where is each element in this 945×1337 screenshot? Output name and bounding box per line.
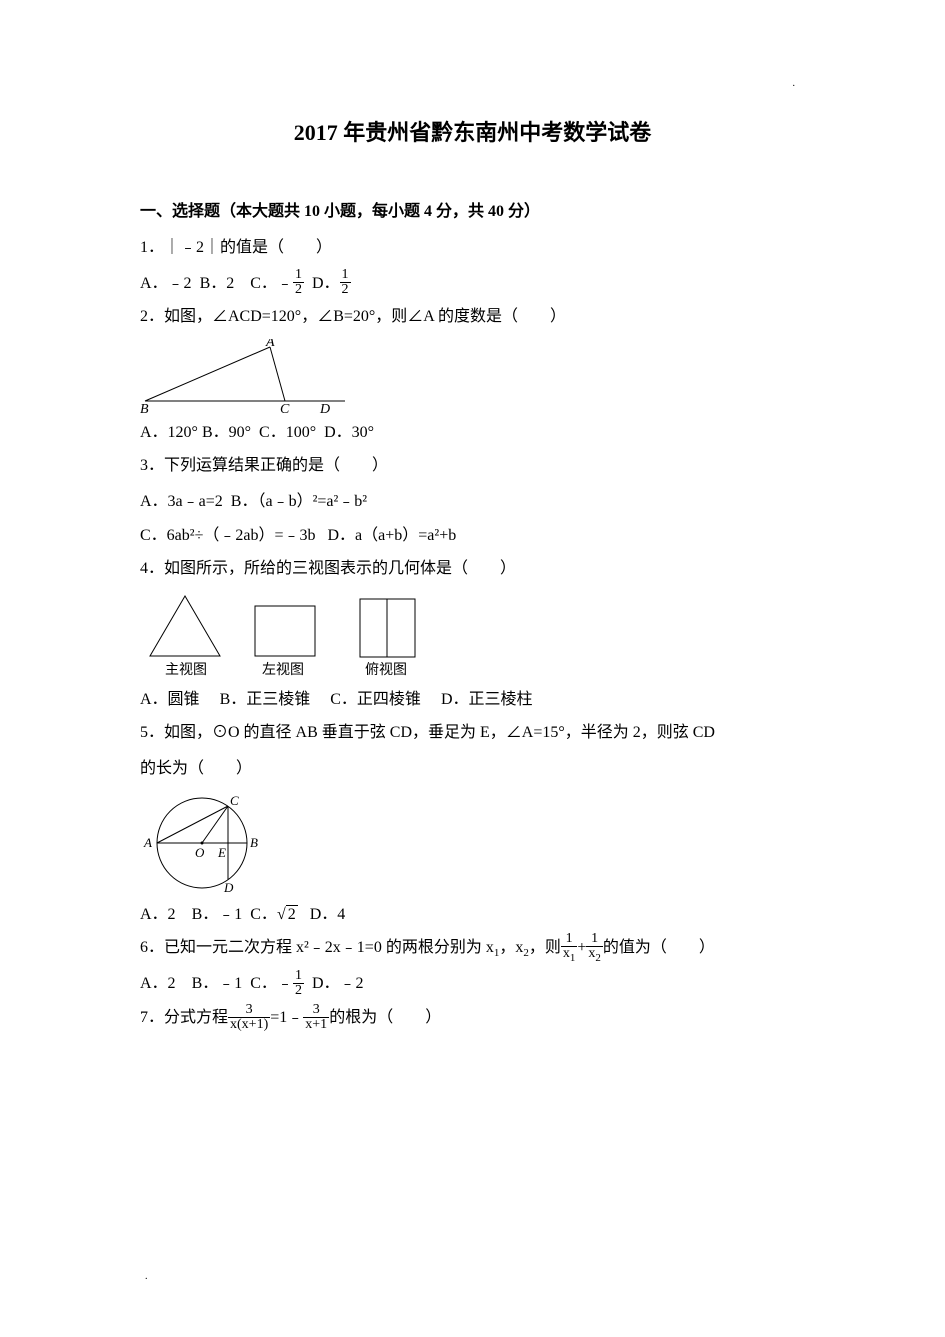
fraction-icon: 12 [293,969,304,998]
q5-opt-b: B．﹣1 [192,906,243,923]
q2-figure: A B C D [140,339,805,414]
q2-opt-d: D．30° [324,424,374,441]
q6-opt-d: D．﹣2 [312,975,364,992]
q6-opt-c: C． [250,975,277,992]
svg-text:C: C [280,402,290,414]
svg-text:E: E [217,845,226,860]
q4-opt-b: B．正三棱锥 [220,691,311,708]
q3-opt-a: A．3a﹣a=2 [140,493,223,510]
q3-options-line1: A．3a﹣a=2 B．（a﹣b）²=a²﹣b² [140,485,805,519]
exam-title: 2017 年贵州省黔东南州中考数学试卷 [140,115,805,147]
q4-figure: 主视图 左视图 俯视图 [140,591,805,681]
q2-opt-a: A．120° [140,424,198,441]
q6-opt-b: B．﹣1 [192,975,243,992]
q4-opt-a: A．圆锥 [140,691,200,708]
q1-opt-b: B．2 [200,275,235,292]
q6-opt-a: A．2 [140,975,176,992]
page-mark-top: . [793,78,796,89]
q4-opt-d: D．正三棱柱 [441,691,533,708]
svg-text:A: A [265,339,275,350]
q4-opt-c: C．正四棱锥 [330,691,421,708]
fraction-icon: 12 [293,268,304,297]
triangle-diagram-icon: A B C D [140,339,350,414]
q7-stem-part-a: 7．分式方程 [140,1009,228,1026]
svg-text:主视图: 主视图 [165,662,207,678]
svg-text:C: C [230,793,239,808]
q4-options: A．圆锥 B．正三棱锥 C．正四棱锥 D．正三棱柱 [140,683,805,717]
q1-opt-a: A．﹣2 [140,275,192,292]
svg-text:A: A [143,835,152,850]
q3-opt-d: D．a（a+b）=a²+b [327,527,456,544]
q1-options: A．﹣2 B．2 C．﹣12 D．12 [140,267,805,301]
fraction-icon: 3x+1 [303,1003,329,1032]
q1-opt-d: D． [312,275,340,292]
q3-opt-b: B．（a﹣b）²=a²﹣b² [231,493,367,510]
fraction-icon: 1x1 [561,932,578,964]
svg-text:俯视图: 俯视图 [365,662,407,678]
circle-chord-icon: A B C D O E [140,791,275,896]
page-mark-bottom: . [145,1271,148,1282]
sqrt-icon: 2 [277,898,298,932]
q7-stem-part-b: =1﹣ [270,1009,303,1026]
q5-opt-a: A．2 [140,906,176,923]
q6-stem-part-d: 的值为（ ） [603,939,715,956]
q3-opt-c: C．6ab²÷（﹣2ab）=﹣3b [140,527,315,544]
q7-stem: 7．分式方程3x(x+1)=1﹣3x+1的根为（ ） [140,1001,805,1035]
q2-options: A．120° B．90° C．100° D．30° [140,416,805,450]
q5-opt-c: C． [250,906,277,923]
q2-stem: 2．如图，∠ACD=120°，∠B=20°，则∠A 的度数是（ ） [140,300,805,334]
q6-stem: 6．已知一元二次方程 x²﹣2x﹣1=0 的两根分别为 x1，x2，则1x1+1… [140,931,805,965]
fraction-icon: 12 [340,268,351,297]
q3-options-line2: C．6ab²÷（﹣2ab）=﹣3b D．a（a+b）=a²+b [140,519,805,553]
q7-stem-part-c: 的根为（ ） [329,1009,441,1026]
q4-stem: 4．如图所示，所给的三视图表示的几何体是（ ） [140,552,805,586]
svg-text:B: B [140,402,149,414]
q1-stem: 1．｜﹣2｜的值是（ ） [140,231,805,265]
three-views-icon: 主视图 左视图 俯视图 [140,591,450,681]
q3-stem: 3．下列运算结果正确的是（ ） [140,449,805,483]
q6-stem-part-a: 6．已知一元二次方程 x²﹣2x﹣1=0 的两根分别为 x [140,939,494,956]
q1-opt-c: C．﹣ [250,275,293,292]
svg-text:D: D [223,880,234,895]
q6-stem-part-c: ，则 [529,939,561,956]
svg-text:B: B [250,835,258,850]
q2-opt-c: C．100° [259,424,316,441]
q2-opt-b: B．90° [202,424,251,441]
section-1-header: 一、选择题（本大题共 10 小题，每小题 4 分，共 40 分） [140,197,805,221]
fraction-icon: 1x2 [586,932,603,964]
q5-options: A．2 B．﹣1 C．2 D．4 [140,898,805,932]
q6-stem-part-b: ，x [499,939,523,956]
fraction-icon: 3x(x+1) [228,1003,270,1032]
q6-options: A．2 B．﹣1 C．﹣12 D．﹣2 [140,967,805,1001]
q5-opt-d: D．4 [310,906,346,923]
svg-text:D: D [319,402,330,414]
q5-stem-a: 5．如图，⊙O 的直径 AB 垂直于弦 CD，垂足为 E，∠A=15°，半径为 … [140,716,805,750]
exam-page: . 2017 年贵州省黔东南州中考数学试卷 一、选择题（本大题共 10 小题，每… [0,0,945,1337]
q5-stem-b: 的长为（ ） [140,752,805,786]
svg-text:左视图: 左视图 [262,662,304,678]
svg-text:O: O [195,845,205,860]
q5-figure: A B C D O E [140,791,805,896]
